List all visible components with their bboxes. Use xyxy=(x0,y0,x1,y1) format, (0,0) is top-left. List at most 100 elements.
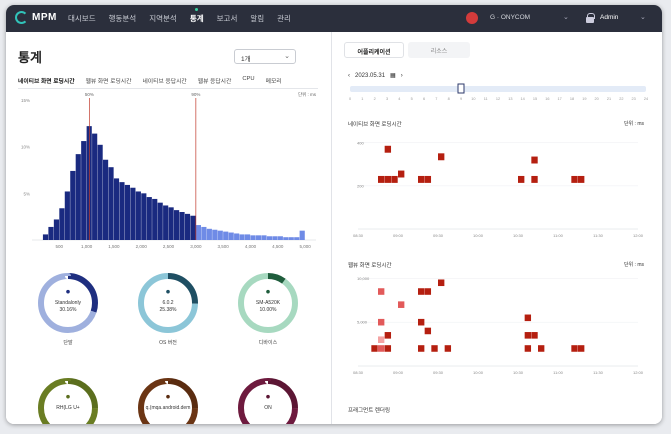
heatmap-cell[interactable] xyxy=(378,345,385,352)
heatmap-cell[interactable] xyxy=(578,345,585,352)
hour-slider[interactable]: 0 1 2 3 4 5 6 7 8 9 10 11 12 13 14 15 16 17 18 19 20 21 22 23 24 xyxy=(346,82,652,104)
logo-text: MPM xyxy=(32,12,57,23)
heatmap-cell[interactable] xyxy=(384,175,392,183)
donut-value-label: 30.16% xyxy=(60,307,78,313)
heatmap-cell[interactable] xyxy=(571,175,578,183)
chevron-down-icon[interactable]: ⌄ xyxy=(563,14,569,21)
heatmap-cell[interactable] xyxy=(438,279,445,287)
tabs-divider xyxy=(18,88,318,89)
heatmap-cell[interactable] xyxy=(438,153,445,161)
heatmap-cell[interactable] xyxy=(518,175,525,183)
histogram-bar xyxy=(48,226,54,240)
heatmap-y-tick: 200 xyxy=(357,183,364,188)
histogram-bar xyxy=(130,187,136,240)
slider-handle[interactable] xyxy=(457,83,465,94)
histogram-bar xyxy=(299,230,305,240)
tab-application[interactable]: 어플리케이션 xyxy=(344,42,404,58)
org-selector[interactable]: G · ONYCOM xyxy=(490,14,530,21)
heatmap-cell[interactable] xyxy=(391,175,398,183)
heatmap-cell[interactable] xyxy=(424,175,432,183)
heatmap-cell[interactable] xyxy=(384,332,392,339)
histogram-bar xyxy=(59,208,65,240)
heatmap-webview-loading: 10,000 5,000 08:30 09:00 09:30 10:00 10:30 11:0… xyxy=(353,276,644,375)
chart-title-webview: 웹뷰 화면 로딩시간 xyxy=(348,263,392,269)
histogram-bar xyxy=(157,202,163,240)
donut-slice[interactable] xyxy=(238,273,298,333)
heatmap-cell[interactable] xyxy=(378,336,385,343)
nav-item-1[interactable]: 행동분석 xyxy=(108,14,137,23)
app-window: MPM 대시보드 행동분석 지역분석 통계 보고서 알림 관리 G · ONYCOM ⌄ A… xyxy=(6,5,662,424)
histogram-bar xyxy=(234,233,240,240)
heatmap-cell[interactable] xyxy=(524,332,532,339)
date-picker[interactable]: ‹ 2023.05.31 ▦ › xyxy=(348,72,403,80)
x-tick-label: 1,500 xyxy=(108,244,120,249)
heatmap-x-tick: 12:00 xyxy=(633,233,644,238)
donut-dot xyxy=(266,394,270,399)
donut-slice[interactable] xyxy=(138,378,198,424)
nav-item-5[interactable]: 알림 xyxy=(250,14,265,23)
tab-metric-2[interactable]: 네이티브 응답시간 xyxy=(142,79,187,85)
heatmap-cell[interactable] xyxy=(524,345,532,352)
heatmap-cell[interactable] xyxy=(531,175,538,183)
donut-slice[interactable] xyxy=(138,273,198,333)
histogram-bar xyxy=(255,235,262,240)
heatmap-cell[interactable] xyxy=(571,345,578,352)
heatmap-cell[interactable] xyxy=(398,170,405,178)
heatmap-native-loading: 400 200 08:30 09:00 09:30 10:00 10:30 11:00 11:3… xyxy=(353,140,644,238)
heatmap-cell[interactable] xyxy=(418,318,425,326)
heatmap-cell[interactable] xyxy=(424,327,432,335)
tab-resource[interactable]: 리소스 xyxy=(408,42,470,58)
chevron-left-icon[interactable]: ‹ xyxy=(348,72,350,79)
period-select[interactable]: 1개 ⌄ xyxy=(234,49,296,64)
calendar-icon[interactable]: ▦ xyxy=(390,73,396,79)
heatmap-cell[interactable] xyxy=(384,145,392,153)
heatmap-cell[interactable] xyxy=(418,345,425,352)
flag-icon[interactable] xyxy=(466,12,478,24)
heatmap-cell[interactable] xyxy=(371,345,378,352)
logo[interactable]: MPM xyxy=(15,11,57,24)
percentile-marker-label: 90% xyxy=(191,92,200,97)
nav-item-0[interactable]: 대시보드 xyxy=(68,14,96,23)
heatmap-cell[interactable] xyxy=(538,345,545,352)
heatmap-cell[interactable] xyxy=(444,345,452,352)
donut-dot xyxy=(266,289,270,294)
tab-metric-5[interactable]: 메모리 xyxy=(265,79,282,85)
heatmap-cell[interactable] xyxy=(384,345,392,352)
nav-item-6[interactable]: 관리 xyxy=(277,14,291,23)
nav-item-4[interactable]: 보고서 xyxy=(216,14,238,23)
chevron-right-icon[interactable]: › xyxy=(400,72,403,79)
heatmap-cell[interactable] xyxy=(418,175,425,183)
heatmap-cell[interactable] xyxy=(398,301,405,308)
tab-metric-4[interactable]: CPU xyxy=(242,76,255,82)
slider-track[interactable] xyxy=(350,86,646,92)
heatmap-cell[interactable] xyxy=(418,288,425,295)
histogram-bar xyxy=(195,225,202,240)
heatmap-cell[interactable] xyxy=(378,318,385,326)
user-name[interactable]: Admin xyxy=(600,14,619,21)
tab-metric-3[interactable]: 웹뷰 응답시간 xyxy=(197,79,232,85)
tab-metric-1[interactable]: 웹뷰 화면 로딩시간 xyxy=(85,79,132,85)
donut-slice[interactable] xyxy=(38,273,98,333)
heatmap-cell[interactable] xyxy=(424,288,432,295)
heatmap-cell[interactable] xyxy=(531,156,538,164)
heatmap-x-tick: 11:00 xyxy=(553,233,563,238)
donut-slice[interactable] xyxy=(238,378,298,424)
heatmap-x-tick: 09:00 xyxy=(393,233,404,238)
histogram-bar xyxy=(141,193,147,240)
slider-tick-label: 22 xyxy=(619,97,623,101)
heatmap-cell[interactable] xyxy=(531,332,538,339)
heatmap-cell[interactable] xyxy=(578,175,585,183)
chevron-down-icon[interactable]: ⌄ xyxy=(640,14,646,21)
heatmap-cell[interactable] xyxy=(524,314,532,322)
donut-slice[interactable] xyxy=(38,378,98,424)
org-name: ONYCOM xyxy=(500,14,531,21)
slider-tick-label: 19 xyxy=(582,97,586,101)
donut-center-label: RH(LG U+ xyxy=(56,405,80,411)
heatmap-cell[interactable] xyxy=(431,345,438,352)
heatmap-cell[interactable] xyxy=(378,175,385,183)
heatmap-cell[interactable] xyxy=(378,288,385,295)
nav-item-2[interactable]: 지역분석 xyxy=(149,14,177,23)
nav-item-3[interactable]: 통계 xyxy=(189,8,204,23)
histogram-bar xyxy=(113,178,120,240)
